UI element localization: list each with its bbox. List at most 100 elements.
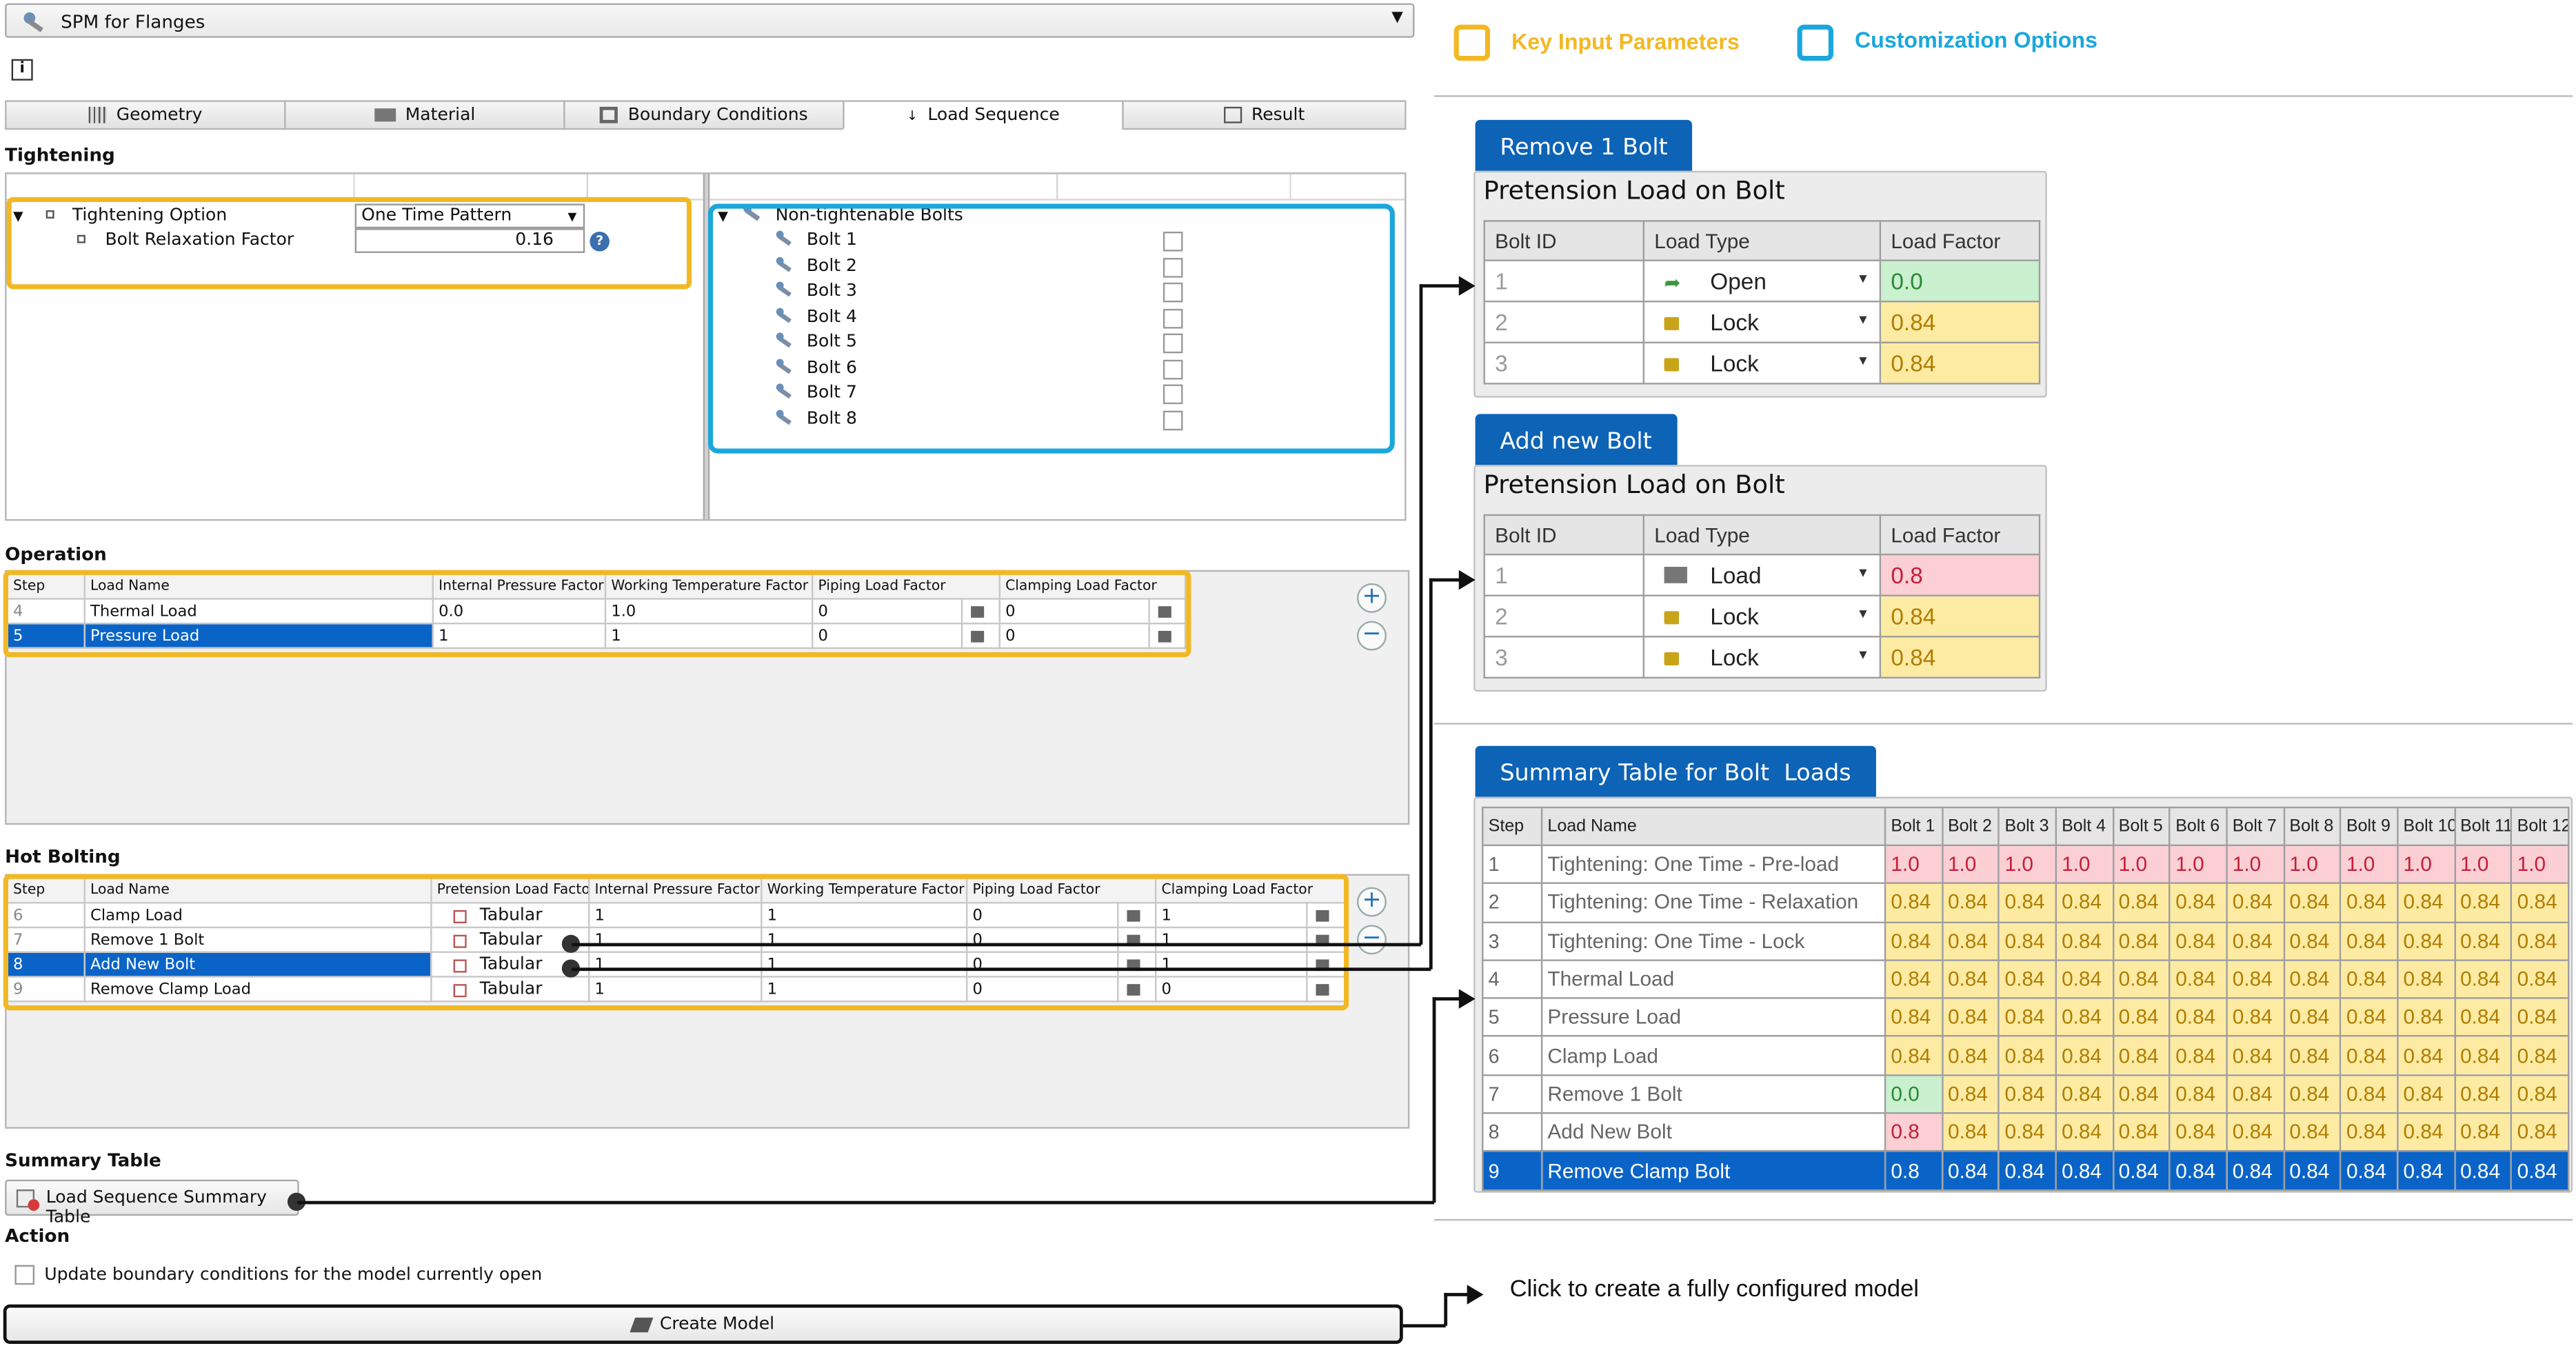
expand-arrow-icon[interactable]: ▼ (718, 208, 728, 224)
result-icon (1223, 106, 1242, 123)
col-header: Bolt 10 (2397, 806, 2455, 847)
chart-icon[interactable] (1148, 598, 1187, 625)
col-header: Bolt 5 (2112, 806, 2171, 847)
table-row[interactable]: 3 Lock ▼ 0.84 (1483, 341, 2041, 385)
remove-row-button[interactable]: − (1357, 621, 1387, 651)
bolt-checkbox[interactable] (1163, 308, 1183, 328)
bolt-label: Bolt 7 (806, 383, 857, 403)
node-icon (77, 234, 85, 243)
table-row[interactable]: 3 Lock ▼ 0.84 (1483, 636, 2041, 679)
bolt-checkbox[interactable] (1163, 282, 1183, 303)
load-type-select[interactable]: Lock ▼ (1642, 594, 1882, 638)
chart-icon[interactable] (1117, 902, 1157, 929)
chart-icon[interactable] (1117, 976, 1157, 1003)
expand-arrow-icon[interactable]: ▼ (13, 208, 23, 224)
table-row[interactable]: 7 Remove 1 Bolt 0.0 0.84 0.84 0.84 0.84 0.84 0.8… (1482, 1074, 2570, 1114)
bolt-checkbox[interactable] (1163, 333, 1183, 354)
col-header: Load Name (1540, 806, 1886, 847)
chevron-down-icon: ▼ (1856, 606, 1870, 621)
col-working-temp: Working Temperature Factor (604, 573, 814, 600)
app-title: SPM for Flanges (61, 11, 205, 33)
info-icon[interactable]: i (11, 59, 33, 81)
load-type-select[interactable]: Load ▼ (1642, 553, 1882, 596)
bolt-label: Bolt 3 (806, 281, 857, 301)
col-clamping-load: Clamping Load Factor (1154, 877, 1346, 904)
add-row-button[interactable]: + (1357, 887, 1387, 917)
section-title-tightening: Tightening (5, 144, 115, 166)
table-row[interactable]: 6 Clamp Load Tabular 1 1 0 1 (6, 902, 1346, 929)
table-row[interactable]: 2 Lock ▼ 0.84 (1483, 301, 2041, 343)
pretension-cell[interactable]: Tabular (430, 902, 590, 929)
table-row[interactable]: 9 Remove Clamp Load Tabular 1 1 0 0 (6, 976, 1346, 1003)
table-row[interactable]: 1 Load ▼ 0.8 (1483, 553, 2041, 596)
chart-icon[interactable] (1306, 951, 1346, 978)
chart-icon[interactable] (1306, 902, 1346, 929)
load-type-select[interactable]: Lock ▼ (1642, 636, 1882, 679)
create-model-note: Click to create a fully configured model (1509, 1276, 1919, 1303)
table-row[interactable]: 6 Clamp Load 0.84 0.84 0.84 0.84 0.84 0.84 0.84 0… (1482, 1036, 2570, 1076)
table-row[interactable]: 8 Add New Bolt 0.8 0.84 0.84 0.84 0.84 0.84 0.84… (1482, 1112, 2570, 1153)
table-row[interactable]: 2 Lock ▼ 0.84 (1483, 594, 2041, 638)
table-icon (16, 1189, 35, 1208)
tab-boundary-conditions[interactable]: Boundary Conditions (563, 100, 845, 130)
bolt-relaxation-input[interactable]: 0.16 (354, 228, 585, 253)
chart-icon[interactable] (1117, 926, 1157, 953)
table-icon (453, 958, 467, 972)
chart-icon[interactable] (1148, 623, 1187, 650)
load-type-select[interactable]: ➦ Open ▼ (1642, 259, 1882, 303)
bolt-checkbox[interactable] (1163, 231, 1183, 252)
chart-icon[interactable] (1306, 976, 1346, 1003)
table-row[interactable]: 7 Remove 1 Bolt Tabular 1 1 0 1 (6, 926, 1346, 953)
load-type-select[interactable]: Lock ▼ (1642, 341, 1882, 385)
tightening-option-select[interactable]: One Time Pattern ▼ (354, 203, 585, 229)
col-header: Step (1482, 806, 1543, 847)
table-icon (453, 909, 467, 923)
bolt-checkbox[interactable] (1163, 257, 1183, 277)
model-icon (629, 1316, 653, 1332)
tab-geometry[interactable]: Geometry (5, 100, 286, 130)
col-load-name: Load Name (83, 877, 432, 904)
load-type-select[interactable]: Lock ▼ (1642, 301, 1882, 343)
load-sequence-summary-button[interactable]: Load Sequence Summary Table (5, 1179, 299, 1227)
table-row[interactable]: 5 Pressure Load 1 1 0 0 (6, 623, 1187, 650)
chart-icon[interactable] (1306, 926, 1346, 953)
divider (1434, 723, 2573, 725)
pretension-cell[interactable]: Tabular (430, 976, 590, 1003)
node-icon (46, 210, 54, 219)
remove-row-button[interactable]: − (1357, 925, 1387, 955)
col-piping-load: Piping Load Factor (812, 573, 1001, 600)
bolt-label: Bolt 5 (806, 332, 857, 352)
col-header: Bolt 2 (1941, 806, 2000, 847)
table-row[interactable]: 8 Add New Bolt Tabular 1 1 0 1 (6, 951, 1346, 978)
app-title-combobox[interactable]: SPM for Flanges ▼ (5, 3, 1415, 38)
table-row[interactable]: 1 ➦ Open ▼ 0.0 (1483, 259, 2041, 303)
chart-icon[interactable] (1117, 951, 1157, 978)
section-title-summary: Summary Table (5, 1149, 161, 1172)
chart-icon[interactable] (960, 623, 1001, 650)
bolt-label: Bolt 1 (806, 230, 857, 250)
table-row[interactable]: 1 Tightening: One Time - Pre-load 1.0 1.0 1.… (1482, 844, 2570, 885)
bolt-checkbox[interactable] (1163, 384, 1183, 405)
chart-icon[interactable] (960, 598, 1001, 625)
table-row[interactable]: 9 Remove Clamp Bolt 0.8 0.84 0.84 0.84 0.84 0.8… (1482, 1150, 2570, 1191)
bolt-checkbox[interactable] (1163, 410, 1183, 430)
bolt-checkbox[interactable] (1163, 359, 1183, 379)
table-row[interactable]: 3 Tightening: One Time - Lock 0.84 0.84 0.84… (1482, 921, 2570, 961)
table-row[interactable]: 4 Thermal Load 0.84 0.84 0.84 0.84 0.84 0.84 0.8… (1482, 959, 2570, 1000)
tab-material[interactable]: Material (284, 100, 565, 130)
tab-load-sequence[interactable]: ↓ Load Sequence (843, 100, 1124, 130)
help-icon[interactable]: ? (590, 231, 610, 252)
tab-result[interactable]: Result (1122, 100, 1407, 130)
col-pretension: Pretension Load Factor (430, 877, 590, 904)
update-bc-checkbox[interactable] (14, 1265, 35, 1285)
table-row[interactable]: 2 Tightening: One Time - Relaxation 0.84 0.… (1482, 883, 2570, 923)
col-piping-load: Piping Load Factor (965, 877, 1157, 904)
chevron-down-icon: ▼ (1856, 312, 1870, 328)
create-model-button[interactable]: Create Model (3, 1304, 1403, 1344)
update-bc-label: Update boundary conditions for the model… (44, 1265, 543, 1285)
table-row[interactable]: 4 Thermal Load 0.0 1.0 0 0 (6, 598, 1187, 625)
divider (1434, 1218, 2573, 1221)
table-row[interactable]: 5 Pressure Load 0.84 0.84 0.84 0.84 0.84 0.84 0.… (1482, 997, 2570, 1038)
add-row-button[interactable]: + (1357, 583, 1387, 613)
wrench-icon (776, 332, 794, 350)
